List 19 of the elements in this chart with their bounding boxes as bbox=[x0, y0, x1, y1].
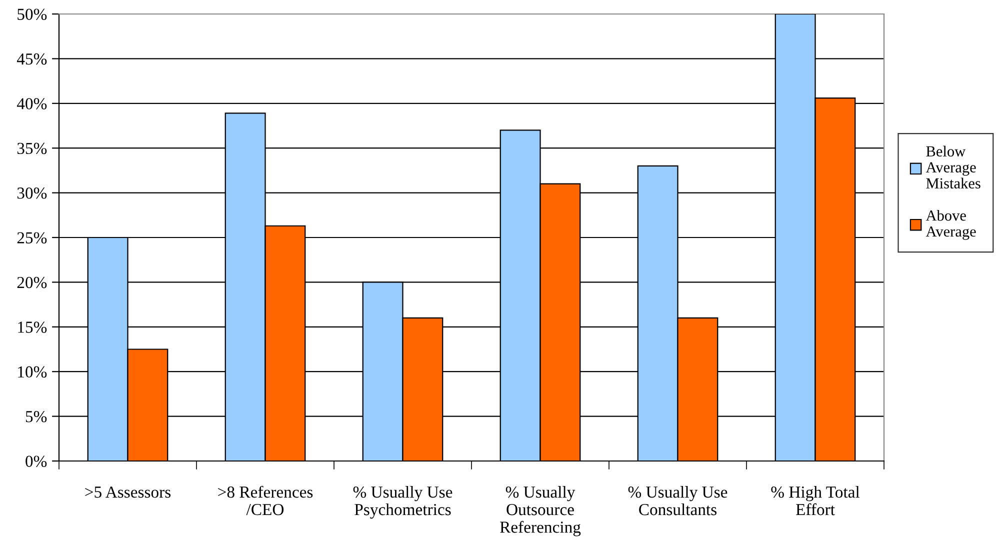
x-tick-label: % Usually Use Psychometrics bbox=[353, 486, 452, 519]
y-tick-label: 35% bbox=[17, 142, 47, 154]
y-tick-label: 25% bbox=[17, 232, 47, 244]
legend-label: Below Average Mistakes bbox=[926, 146, 980, 189]
y-tick-label: 40% bbox=[16, 98, 47, 110]
y-tick-label: 0% bbox=[26, 456, 47, 467]
x-tick-label: >5 Assessors bbox=[85, 486, 171, 498]
y-tick-label: 10% bbox=[18, 366, 47, 378]
x-tick-label: % Usually Outsource Referencing bbox=[500, 486, 581, 536]
x-tick-label: % High Total Effort bbox=[771, 486, 860, 516]
y-tick-label: 50% bbox=[18, 8, 47, 20]
x-tick-label: % Usually Use Consultants bbox=[628, 486, 728, 516]
y-tick-label: 5% bbox=[26, 411, 47, 422]
x-tick-label: >8 References /CEO bbox=[218, 486, 313, 516]
y-tick-label: 45% bbox=[16, 53, 47, 65]
y-tick-label: 15% bbox=[18, 322, 47, 333]
legend-label: Above Average bbox=[926, 210, 976, 240]
y-tick-label: 30% bbox=[17, 188, 47, 199]
y-tick-label: 20% bbox=[17, 276, 47, 288]
